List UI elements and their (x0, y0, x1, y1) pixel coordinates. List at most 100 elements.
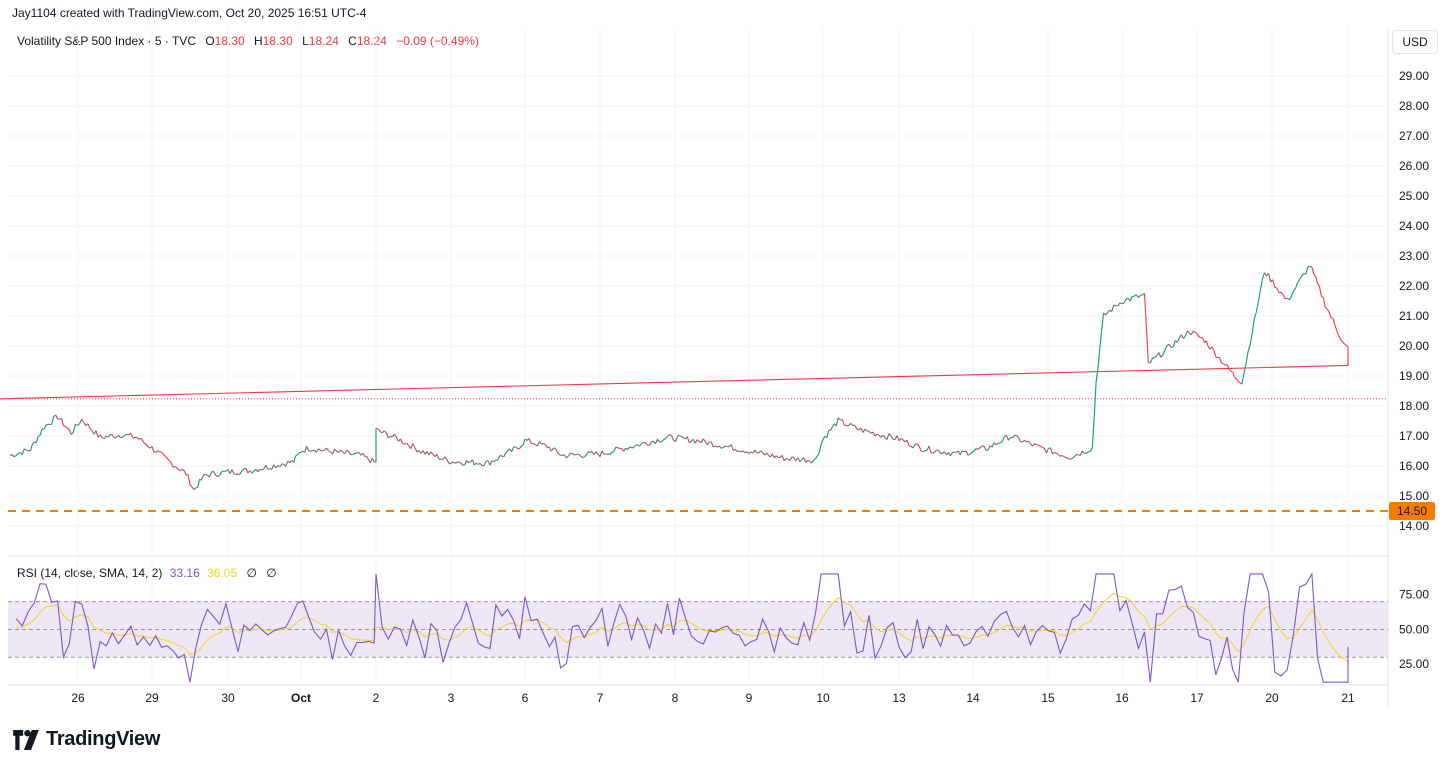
price-segment (0, 364, 1349, 400)
high-value: 18.30 (262, 34, 293, 48)
price-segment (1097, 348, 1101, 369)
price-segment (466, 460, 469, 463)
price-segment (938, 449, 942, 454)
close-label: C (348, 34, 357, 48)
price-segment (791, 456, 795, 459)
price-segment (1334, 323, 1338, 331)
price-segment (320, 449, 323, 452)
price-segment (157, 450, 160, 453)
price-segment (1149, 357, 1153, 364)
price-segment (969, 451, 973, 455)
price-segment (217, 474, 220, 477)
price-tick-label: 17.00 (1399, 429, 1429, 443)
price-segment (607, 453, 611, 456)
price-segment (95, 430, 99, 438)
price-segment (1065, 457, 1069, 460)
price-segment (369, 457, 373, 464)
price-segment (271, 464, 275, 470)
price-axis[interactable]: 29.00 28.00 27.00 26.00 25.00 24.00 23.00 22.00… (1389, 69, 1435, 533)
price-segment (1135, 294, 1139, 298)
time-tick-label: 29 (145, 691, 159, 705)
price-segment (111, 434, 115, 439)
rsi-label[interactable]: RSI (14, close, SMA, 14, 2) (17, 566, 163, 580)
price-segment (1339, 339, 1345, 344)
price-segment (670, 435, 675, 441)
price-segment (348, 451, 352, 455)
price-tick-label: 18.00 (1399, 399, 1429, 413)
price-segment (55, 414, 59, 420)
price-segment (900, 437, 904, 441)
price-segment (661, 439, 664, 443)
rsi-line (15, 572, 1349, 683)
tradingview-wordmark: TradingView (46, 728, 161, 750)
price-segment (674, 436, 678, 442)
price-segment (402, 442, 405, 445)
price-segment (522, 438, 526, 445)
price-segment (528, 438, 532, 444)
price-segment (1311, 266, 1315, 274)
price-segment (766, 452, 769, 456)
price-segment (971, 450, 975, 453)
symbol-name[interactable]: Volatility S&P 500 Index · 5 · TVC (17, 34, 196, 48)
price-segment (558, 453, 561, 456)
price-segment (830, 426, 833, 431)
price-segment (227, 469, 231, 474)
price-segment (991, 442, 995, 448)
price-segment (187, 474, 191, 486)
price-tick-label: 22.00 (1399, 279, 1429, 293)
price-segment (487, 460, 491, 466)
price-segment (1168, 343, 1172, 348)
price-segment (820, 439, 824, 445)
price-segment (1044, 448, 1047, 454)
price-segment (1145, 326, 1149, 363)
price-segment (1107, 309, 1111, 314)
price-pane (0, 265, 1388, 512)
currency-button[interactable]: USD (1392, 30, 1438, 54)
price-segment (789, 456, 793, 461)
price-segment (1332, 317, 1336, 325)
price-segment (172, 466, 175, 468)
time-tick-label: 15 (1041, 691, 1055, 705)
price-segment (1297, 279, 1301, 283)
price-segment (721, 446, 724, 449)
horizontal-level-label: 14.50 (1397, 504, 1427, 518)
price-segment (1062, 455, 1065, 458)
price-segment (1251, 318, 1255, 334)
price-segment (1253, 312, 1257, 319)
price-segment (1007, 436, 1011, 441)
price-segment (916, 443, 920, 447)
price-segment (803, 457, 807, 463)
price-segment (669, 434, 672, 436)
price-segment (1192, 330, 1196, 333)
price-segment (564, 454, 567, 459)
price-segment (813, 458, 816, 461)
price-segment (328, 450, 331, 453)
tradingview-logo[interactable]: TradingView (12, 728, 160, 751)
price-segment (211, 470, 214, 473)
time-tick-label: 16 (1115, 691, 1129, 705)
price-segment (635, 444, 638, 446)
time-tick-label: 7 (597, 691, 604, 705)
price-segment (1221, 362, 1224, 365)
price-segment (536, 441, 540, 447)
price-segment (410, 443, 414, 449)
price-segment (471, 459, 475, 466)
price-segment (740, 450, 744, 453)
time-axis[interactable]: 26 29 30 Oct 2 3 6 7 8 9 10 13 14 15 16 17 20 21 (71, 691, 1355, 705)
price-segment (295, 454, 298, 457)
price-segment (760, 450, 764, 454)
price-tick-label: 24.00 (1399, 219, 1429, 233)
price-segment (681, 436, 684, 438)
price-segment (77, 423, 80, 426)
price-segment (1121, 302, 1125, 305)
rsi-tick-label: 50.00 (1399, 622, 1429, 636)
rsi-axis[interactable]: 75.00 50.00 25.00 (1399, 588, 1429, 671)
price-segment (1028, 440, 1031, 444)
price-segment (1042, 446, 1045, 450)
price-segment (538, 441, 542, 445)
price-segment (460, 462, 464, 466)
price-segment (107, 434, 111, 438)
price-segment (1318, 286, 1322, 297)
price-segment (450, 461, 454, 465)
